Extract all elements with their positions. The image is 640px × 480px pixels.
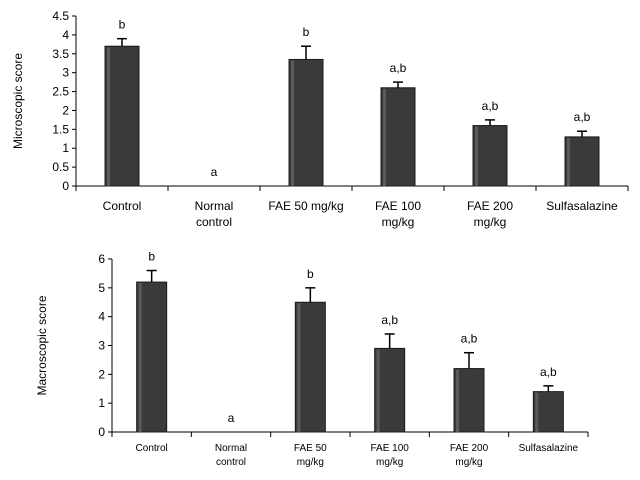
- category-label: FAE 50: [294, 443, 327, 454]
- significance-label: a,b: [381, 313, 398, 327]
- category-label: mg/kg: [455, 457, 482, 468]
- category-label: control: [216, 457, 246, 468]
- category-label: mg/kg: [376, 457, 403, 468]
- y-tick-label: 2: [98, 367, 105, 381]
- macroscopic-score-chart: 0 1 2 3 4 5 6 Macroscopic score b Control a Normal c…: [35, 250, 589, 468]
- y-tick-label: 3: [62, 66, 69, 80]
- bar-highlight: [107, 47, 110, 186]
- category-label: Control: [103, 199, 142, 213]
- bar-highlight: [456, 369, 459, 432]
- y-tick-label: 1: [98, 396, 105, 410]
- category-label: FAE 200: [450, 443, 489, 454]
- category-label: Sulfasalazine: [519, 443, 579, 454]
- bar-highlight: [567, 137, 570, 186]
- category-label: Normal: [195, 199, 234, 213]
- category-label: Sulfasalazine: [546, 199, 618, 213]
- bar: [564, 136, 600, 187]
- y-tick-label: 0: [98, 425, 105, 439]
- y-tick-label: 0: [62, 179, 69, 193]
- y-tick-label: 6: [98, 252, 105, 266]
- bar: [104, 45, 140, 187]
- y-tick-label: 1: [62, 141, 69, 155]
- bar-highlight: [383, 88, 386, 186]
- significance-label: b: [119, 18, 126, 32]
- significance-label: b: [307, 267, 314, 281]
- category-label: Normal: [215, 443, 247, 454]
- significance-label: a,b: [461, 332, 478, 346]
- y-tick-label: 3: [98, 339, 105, 353]
- y-tick-label: 4.5: [52, 9, 69, 23]
- bar-highlight: [297, 303, 301, 432]
- significance-label: a,b: [482, 99, 499, 113]
- bar-highlight: [376, 349, 380, 432]
- bar-highlight: [138, 283, 142, 432]
- category-label: Control: [136, 443, 168, 454]
- y-tick-label: 4: [98, 310, 105, 324]
- category-label: FAE 50 mg/kg: [268, 199, 343, 213]
- y-axis-label: Microscopic score: [11, 53, 25, 149]
- bar: [380, 87, 416, 187]
- category-label: FAE 100: [375, 199, 421, 213]
- significance-label: a,b: [390, 61, 407, 75]
- y-tick-label: 3.5: [52, 47, 69, 61]
- significance-label: a,b: [540, 365, 557, 379]
- significance-label: b: [148, 250, 155, 264]
- y-tick-label: 4: [62, 28, 69, 42]
- significance-label: a: [228, 411, 235, 425]
- significance-label: a,b: [574, 110, 591, 124]
- category-label: FAE 100: [370, 443, 409, 454]
- category-label: mg/kg: [297, 457, 324, 468]
- category-label: FAE 200: [467, 199, 513, 213]
- microscopic-score-chart: 0 0.5 1 1.5 2 2.5 3 3.5 4 4.5 Microscopic score b Co…: [11, 9, 629, 229]
- bar: [472, 125, 508, 187]
- category-label: mg/kg: [382, 215, 415, 229]
- y-tick-label: 2.5: [52, 85, 69, 99]
- category-label: mg/kg: [474, 215, 507, 229]
- bar: [288, 58, 324, 187]
- significance-label: b: [303, 25, 310, 39]
- bar-highlight: [291, 60, 294, 186]
- y-tick-label: 2: [62, 103, 69, 117]
- bar-highlight: [475, 126, 478, 186]
- y-tick-label: 1.5: [52, 122, 69, 136]
- y-axis-label: Macroscopic score: [35, 295, 49, 395]
- significance-label: a: [211, 165, 218, 179]
- bar-highlight: [535, 392, 539, 432]
- y-tick-label: 0.5: [52, 160, 69, 174]
- category-label: control: [196, 215, 232, 229]
- y-tick-label: 5: [98, 281, 105, 295]
